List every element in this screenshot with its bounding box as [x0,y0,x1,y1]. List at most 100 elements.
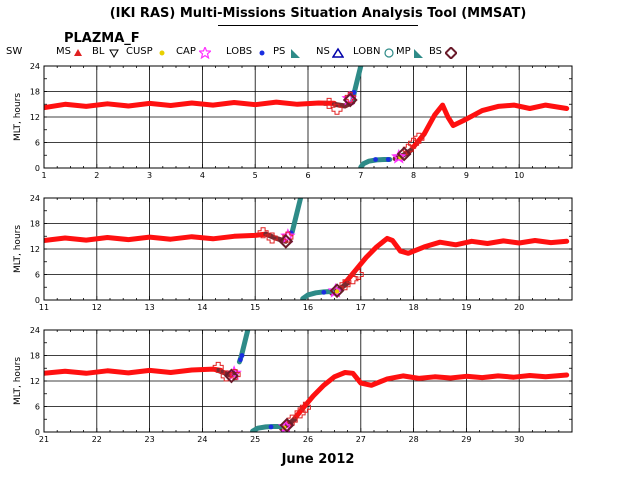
x-tick-label: 2 [94,171,99,180]
legend: SW MS BL CUSP CAP LOBS PS NS LOBN MP BS [6,46,636,62]
x-axis-title: June 2012 [281,452,355,467]
bow-shock-cross [286,414,298,426]
y-tick-label: 6 [35,139,40,148]
x-tick-label: 12 [92,303,102,312]
x-tick-label: 17 [356,303,366,312]
lobs-point [239,353,245,358]
x-tick-label: 23 [145,435,155,444]
plasma-sheet-track [250,424,285,432]
y-tick-label: 12 [30,377,40,386]
y-tick-label: 18 [30,88,40,97]
x-tick-label: 20 [514,303,524,312]
x-tick-label: 18 [409,303,419,312]
dot-icon [259,50,265,56]
plasma-sheet-track [300,289,335,300]
x-tick-label: 7 [358,171,363,180]
y-axis-label: MLT, hours [13,93,23,141]
triangle-down-icon [109,49,119,59]
legend-item-bs: BS [429,46,457,59]
y-tick-label: 0 [35,428,40,437]
plot-frame [43,197,573,301]
y-tick-label: 6 [35,403,40,412]
panel-2: 11 12 13 14 15 16 17 18 19 20 0 6 12 18 24 MLT, hours [13,194,573,312]
cap-star [280,228,296,243]
x-tick-label: 14 [197,303,207,312]
y-tick-label: 24 [30,62,40,71]
solar-wind-track [342,235,570,286]
cap-star [391,148,407,164]
grid [44,66,572,168]
legend-item-bl: BL [92,46,119,59]
legend-label: SW [6,46,23,57]
panel-3: 21 22 23 24 25 26 27 28 29 30 0 6 12 18 24 MLT, hours [13,326,573,444]
x-tick-label: 30 [514,435,524,444]
solar-wind-track [44,99,337,111]
lobs-point [351,89,357,95]
y-tick-label: 18 [30,352,40,361]
legend-item-cap: CAP [176,46,211,59]
bow-shock-cross [413,132,425,144]
legend-symbol-star [199,47,211,59]
legend-symbol-triangle-outline [332,47,344,58]
circle-outline-icon [384,48,394,58]
grid [44,198,572,300]
instrument-label: PLAZMA_F [64,31,140,46]
plasma-sheet-track [358,157,393,168]
y-tick-label: 12 [30,245,40,254]
grid [44,330,572,432]
legend-symbol-wedge [291,49,300,58]
plasma-sheet-track [289,198,304,235]
y-tick-label: 0 [35,296,40,305]
legend-label: PS [273,46,286,57]
magnetopause-diamond [396,146,412,162]
x-tick-label: 10 [514,171,524,180]
x-tick-label: 29 [461,435,471,444]
legend-item-cusp: CUSP [126,46,165,57]
star-icon [199,47,211,59]
solar-wind-track [44,366,224,376]
x-tick-label: 3 [147,171,152,180]
bow-shock-cross [331,103,343,115]
bow-shock-cross [408,137,420,149]
y-axis-label: MLT, hours [13,225,23,273]
legend-label: MS [56,46,71,57]
y-tick-label: 12 [30,113,40,122]
x-tick-label: 13 [145,303,155,312]
legend-item-ns: NS [316,46,344,58]
legend-item-ps: PS [273,46,300,58]
x-tick-label: 4 [200,171,205,180]
wedge-icon [291,49,300,58]
bow-shock-cross [299,401,311,413]
x-tick-label: 15 [250,303,260,312]
lobs-point [385,157,391,162]
lobs-point [321,289,327,295]
legend-item-mp: MP [396,46,423,58]
data-layer [44,66,570,168]
magnetopause-diamond [278,233,294,249]
diamond-outline-icon [445,47,457,59]
x-tick-label: 6 [305,171,310,180]
legend-symbol-triangle-down [109,49,119,59]
bow-shock-cross [352,269,364,280]
legend-item-ms: MS [56,46,82,57]
solar-wind-track [289,370,570,424]
triangle-up-icon [74,49,82,56]
legend-symbol-wedge [414,49,423,58]
x-tick-label: 9 [464,171,469,180]
legend-label: CAP [176,46,196,57]
x-tick-label: 5 [253,171,258,180]
lobs-point [268,424,274,430]
x-tick-label: 11 [39,303,49,312]
legend-label: BL [92,46,105,57]
legend-label: NS [316,46,330,57]
magnetosheath-track [331,99,356,109]
bow-shock-cross [266,232,278,244]
legend-label: CUSP [126,46,153,57]
legend-symbol-circle-outline [384,48,394,58]
legend-item-lobs: LOBS [226,46,265,57]
bow-shock-cross [294,407,306,419]
y-tick-label: 24 [30,326,40,335]
x-tick-label: 21 [39,435,49,444]
data-layer [44,198,570,300]
triangle-outline-icon [332,47,344,58]
